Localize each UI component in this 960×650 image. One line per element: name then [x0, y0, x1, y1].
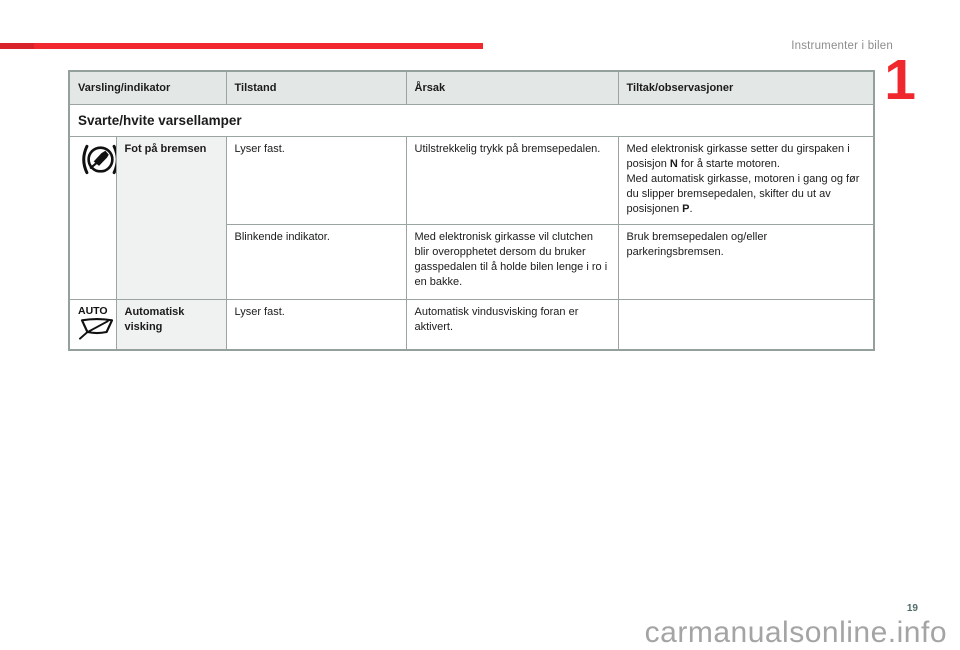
tiltak-line-2: Med automatisk girkasse, motoren i gang … — [626, 173, 860, 215]
column-header-tiltak: Tiltak/observasjoner — [617, 70, 875, 105]
chapter-color-bar — [0, 43, 483, 49]
indicator-name: Fot på bremsen — [115, 136, 227, 300]
watermark-link[interactable]: carmanualsonline.info — [644, 616, 947, 649]
warning-indicators-table: Varsling/indikator Tilstand Årsak Tiltak… — [68, 70, 875, 351]
tiltak-cell: Med elektronisk girkasse setter du girsp… — [617, 136, 875, 225]
table-row: Fot på bremsen Lyser fast. Utilstrekkeli… — [68, 136, 875, 300]
section-row: Svarte/hvite varsellamper — [68, 104, 875, 137]
table-row: Blinkende indikator. Med elektronisk gir… — [69, 224, 875, 300]
tiltak-cell — [617, 299, 875, 350]
arsak-cell: Med elektronisk girkasse vil clutchen bl… — [405, 224, 619, 300]
table-header-row: Varsling/indikator Tilstand Årsak Tiltak… — [68, 70, 875, 105]
tiltak-line-1: Med elektronisk girkasse setter du girsp… — [626, 143, 850, 170]
tiltak-cell: Bruk bremsepedalen og/eller parkeringsbr… — [617, 224, 875, 300]
arsak-cell: Automatisk vindusvisking foran er aktive… — [405, 299, 619, 350]
tilstand-cell: Blinkende indikator. — [225, 224, 407, 300]
tilstand-cell: Lyser fast. — [225, 136, 407, 225]
tilstand-cell: Lyser fast. — [225, 299, 407, 350]
running-header: Instrumenter i bilen — [791, 40, 893, 52]
indicator-icon-cell: AUTO — [68, 299, 117, 350]
auto-wiper-icon-label: AUTO — [78, 305, 108, 317]
foot-on-brake-icon — [78, 142, 115, 177]
chapter-number: 1 — [884, 48, 916, 112]
section-title: Svarte/hvite varsellamper — [68, 104, 875, 137]
page-number: 19 — [906, 603, 918, 614]
table-row: AUTO Automatisk visking Lyser fast. Auto… — [68, 299, 875, 350]
auto-wiper-icon: AUTO — [78, 305, 114, 342]
indicator-name: Automatisk visking — [115, 299, 227, 350]
column-header-varsling: Varsling/indikator — [68, 70, 227, 105]
column-header-arsak: Årsak — [405, 70, 619, 105]
indicator-icon-cell — [68, 136, 117, 300]
column-header-tilstand: Tilstand — [225, 70, 407, 105]
arsak-cell: Utilstrekkelig trykk på bremsepedalen. — [405, 136, 619, 225]
